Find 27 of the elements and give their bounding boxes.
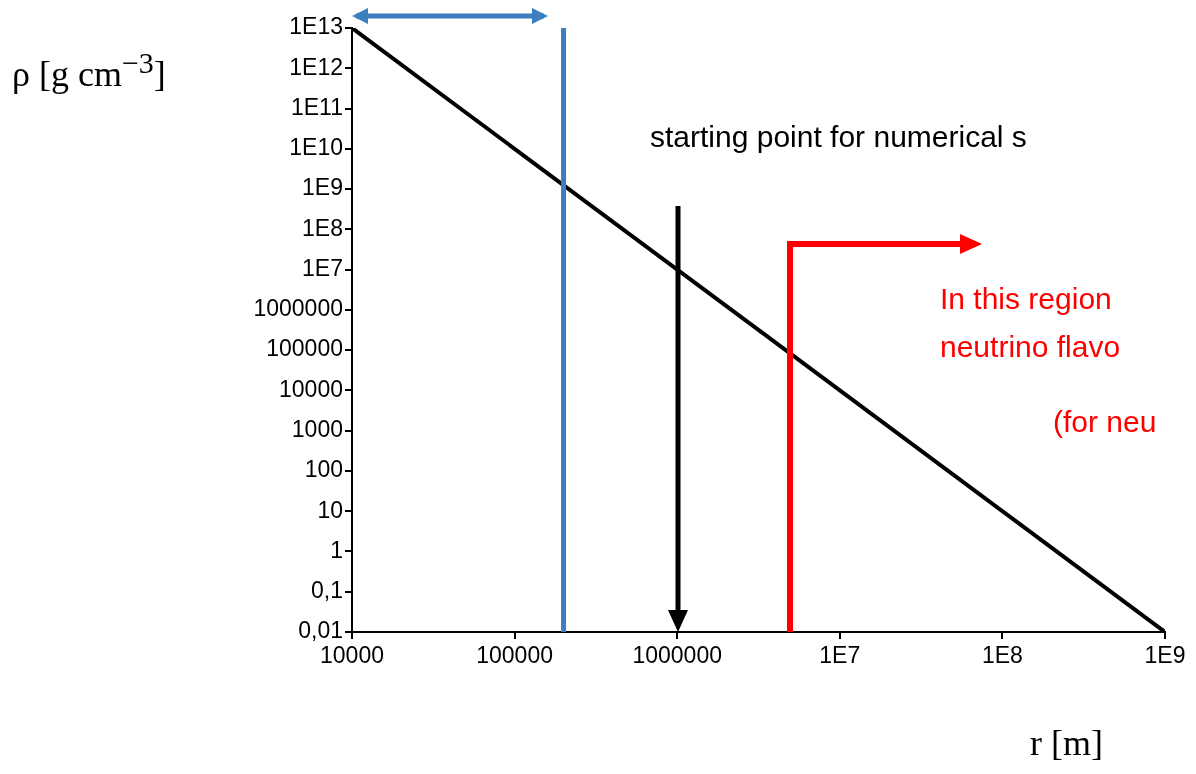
- y-tick-label: 100: [304, 456, 343, 483]
- y-tick-label: 1E12: [289, 53, 343, 80]
- annotation: neutrino flavo: [940, 330, 1121, 364]
- y-axis-title: ρ [g cm$^{−3}$]: [12, 46, 166, 95]
- x-tick-label: 100000: [476, 642, 553, 669]
- annotation: In this region: [940, 282, 1112, 316]
- x-axis-title: r [m]: [1030, 722, 1103, 764]
- x-tick-label: 1000000: [632, 642, 722, 669]
- x-tick-label: 1E9: [1144, 642, 1186, 669]
- y-tick-label: 1E13: [289, 13, 343, 40]
- x-tick-label: 1E7: [819, 642, 861, 669]
- y-tick-label: 10000: [279, 375, 343, 402]
- y-tick-label: 0,1: [311, 577, 343, 604]
- y-tick-label: 1E10: [289, 134, 343, 161]
- y-tick-label: 10: [317, 496, 343, 523]
- y-tick-label: 0,01: [298, 617, 343, 644]
- x-tick-label: 1E8: [981, 642, 1023, 669]
- annotation: starting point for numerical s: [650, 120, 1027, 154]
- y-tick-label: 1E8: [302, 214, 343, 241]
- y-tick-label: 1000000: [253, 295, 343, 322]
- y-tick-label: 1000: [291, 416, 343, 443]
- y-tick-label: 1: [330, 536, 343, 563]
- y-tick-label: 1E9: [302, 174, 343, 201]
- y-tick-label: 100000: [266, 335, 343, 362]
- annotation: (for neu: [1053, 405, 1157, 439]
- y-tick-label: 1E11: [290, 93, 343, 120]
- y-tick-label: 1E7: [302, 254, 343, 281]
